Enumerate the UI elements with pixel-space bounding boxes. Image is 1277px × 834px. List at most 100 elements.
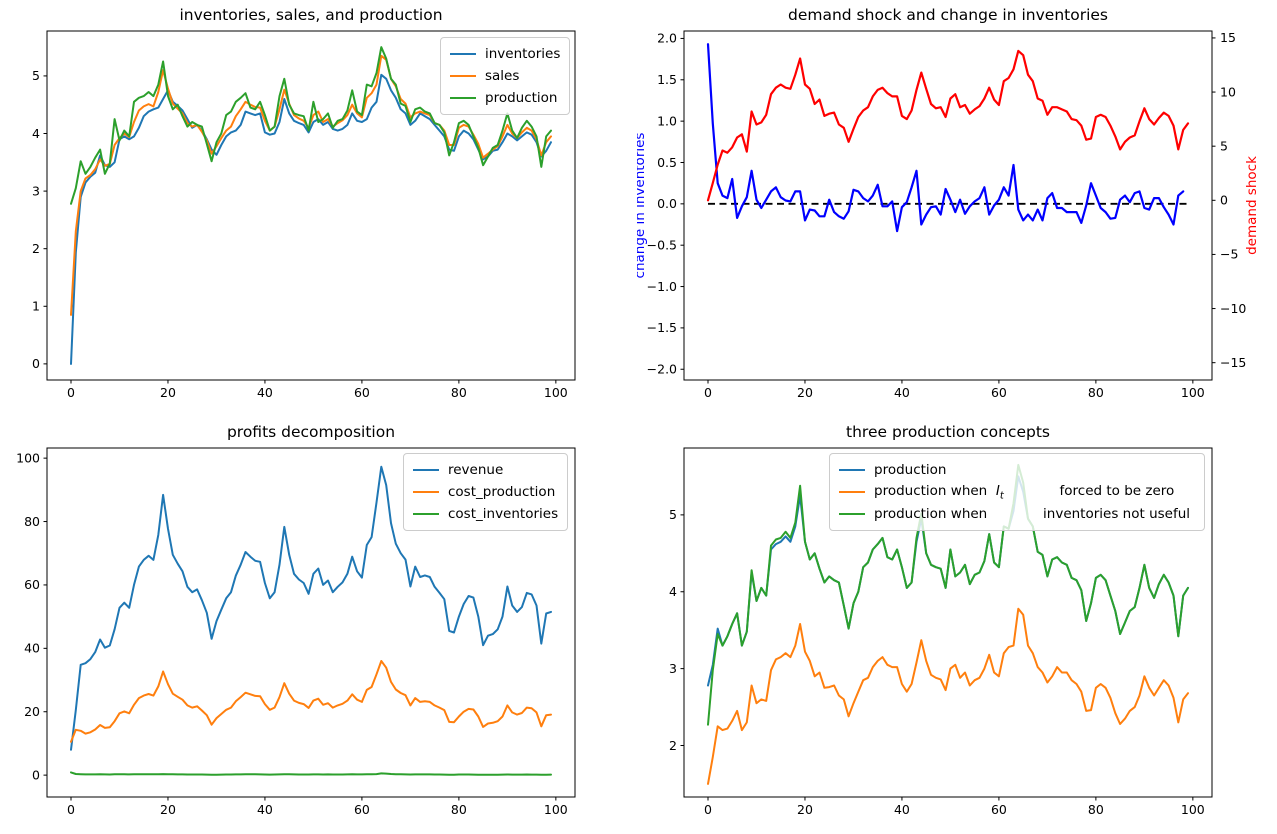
y-tick-label: 2.0 xyxy=(657,31,677,46)
x-tick-label: 20 xyxy=(160,802,176,817)
legend-line-swatch xyxy=(450,53,476,55)
plot-area: 2 3 4 5 0 20 40 60 80 100 xyxy=(669,447,1213,817)
y-tick-label: 3 xyxy=(669,661,677,676)
series-inventories xyxy=(70,73,552,365)
chart-inventories-sales-production: inventories, sales, and production 0 1 2 3 4… xyxy=(0,0,640,417)
y-tick-label: 0.0 xyxy=(657,196,677,211)
y-tick-label: −2.0 xyxy=(647,362,677,377)
legend-label: production xyxy=(485,90,558,106)
chart-title: profits decomposition xyxy=(226,423,396,441)
x-tick-label: 40 xyxy=(257,802,273,817)
legend-item: inventories xyxy=(450,43,560,65)
legend-item: production when It forced to be zero xyxy=(839,481,1195,503)
chart-three-production-concepts: three production concepts 2 3 4 5 0 20 40 60 80 1… xyxy=(637,417,1277,834)
series-production-when-it-forced-to-be-zero xyxy=(707,607,1189,785)
y-tick-label: 3 xyxy=(32,183,40,198)
y-tick-label: 5 xyxy=(32,68,40,83)
legend-item: production xyxy=(839,459,1195,481)
y-tick-label: 100 xyxy=(16,450,40,465)
x-tick-label: 0 xyxy=(67,385,75,400)
x-tick-label: 100 xyxy=(544,385,568,400)
y-tick-label-right: 15 xyxy=(1220,30,1236,45)
series-demand-shock xyxy=(706,49,1190,202)
legend-item: revenue xyxy=(413,459,558,481)
x-tick-label: 80 xyxy=(1088,385,1104,400)
axes-frame xyxy=(683,447,1213,798)
legend-label: sales xyxy=(485,68,520,84)
y-axis-label-right: demand shock xyxy=(1244,156,1260,255)
y-tick-label: −1.0 xyxy=(647,279,677,294)
x-tick-label: 20 xyxy=(797,802,813,817)
x-tick-label: 100 xyxy=(544,802,568,817)
legend-label: production when inventories not useful xyxy=(874,506,1191,522)
x-tick-label: 80 xyxy=(451,802,467,817)
series-revenue xyxy=(70,465,552,751)
y-tick-label: 0.5 xyxy=(657,155,677,170)
series-cost-production xyxy=(70,660,552,743)
chart-demand-shock-change-in-inventories: demand shock and change in inventories −… xyxy=(637,0,1277,417)
legend-item: production xyxy=(450,87,560,109)
y-tick-label: 60 xyxy=(24,577,40,592)
legend-label: production xyxy=(874,462,947,478)
plot-area: 0 1 2 3 4 5 0 20 40 60 80 100 xyxy=(32,30,576,400)
chart-profits-decomposition: profits decomposition 0 20 40 60 80 100 0 20 40 6… xyxy=(0,417,640,834)
legend-label: revenue xyxy=(448,462,504,478)
axes-frame xyxy=(46,30,576,381)
x-tick-label: 0 xyxy=(67,802,75,817)
y-tick-label-right: −10 xyxy=(1220,301,1246,316)
legend-line-swatch xyxy=(839,469,865,471)
y-tick-label: 4 xyxy=(32,126,40,141)
x-tick-label: 80 xyxy=(451,385,467,400)
legend-line-swatch xyxy=(413,491,439,493)
y-axis-label-left: change in inventories xyxy=(637,133,648,279)
x-tick-label: 0 xyxy=(704,385,712,400)
chart-title: three production concepts xyxy=(846,423,1050,441)
axes-frame xyxy=(46,447,576,798)
x-tick-label: 40 xyxy=(894,802,910,817)
x-tick-label: 60 xyxy=(991,385,1007,400)
legend-line-swatch xyxy=(450,75,476,77)
legend-label: cost_inventories xyxy=(448,506,559,522)
y-tick-label: 1.5 xyxy=(657,72,677,87)
series-change-in-inventories xyxy=(706,43,1185,233)
legend-line-swatch xyxy=(450,97,476,99)
y-tick-label: 5 xyxy=(669,507,677,522)
y-tick-label: 2 xyxy=(32,241,40,256)
y-tick-label-right: 10 xyxy=(1220,84,1236,99)
legend-line-swatch xyxy=(413,469,439,471)
series-cost-inventories xyxy=(70,771,552,776)
x-tick-label: 60 xyxy=(354,802,370,817)
chart-title: demand shock and change in inventories xyxy=(788,6,1108,24)
y-tick-label: 1 xyxy=(32,299,40,314)
series-production xyxy=(70,46,552,205)
legend-line-swatch xyxy=(839,491,865,493)
legend-line-swatch xyxy=(839,513,865,515)
y-tick-label-right: −5 xyxy=(1220,247,1238,262)
x-tick-label: 100 xyxy=(1181,385,1205,400)
x-tick-label: 40 xyxy=(894,385,910,400)
series-production-when-inventories-not-useful xyxy=(707,463,1189,726)
x-tick-label: 100 xyxy=(1181,802,1205,817)
legend-item: cost_inventories xyxy=(413,503,558,525)
y-tick-label-right: 5 xyxy=(1220,138,1228,153)
legend-line-swatch xyxy=(413,513,439,515)
x-tick-label: 40 xyxy=(257,385,273,400)
plot-area: 0 20 40 60 80 100 0 20 40 60 80 100 xyxy=(16,447,576,817)
legend-item: cost_production xyxy=(413,481,558,503)
plot-area: −2.0 −1.5 −1.0 −0.5 0.0 0.5 1.0 1.5 2.0 −15 −10 −5 0… xyxy=(637,30,1260,400)
x-tick-label: 20 xyxy=(160,385,176,400)
legend-label: inventories xyxy=(485,46,561,62)
y-tick-label-right: −15 xyxy=(1220,355,1246,370)
y-tick-label: −1.5 xyxy=(647,320,677,335)
y-tick-label: 40 xyxy=(24,641,40,656)
y-tick-label: −0.5 xyxy=(647,237,677,252)
legend: revenue cost_production cost_inventories xyxy=(403,453,569,531)
legend-item: sales xyxy=(450,65,560,87)
y-tick-label: 20 xyxy=(24,704,40,719)
y-tick-label: 0 xyxy=(32,767,40,782)
y-tick-label: 80 xyxy=(24,514,40,529)
y-tick-label: 4 xyxy=(669,584,677,599)
x-tick-label: 20 xyxy=(797,385,813,400)
legend-label: cost_production xyxy=(448,484,556,500)
legend-label: production when It forced to be zero xyxy=(874,482,1175,502)
